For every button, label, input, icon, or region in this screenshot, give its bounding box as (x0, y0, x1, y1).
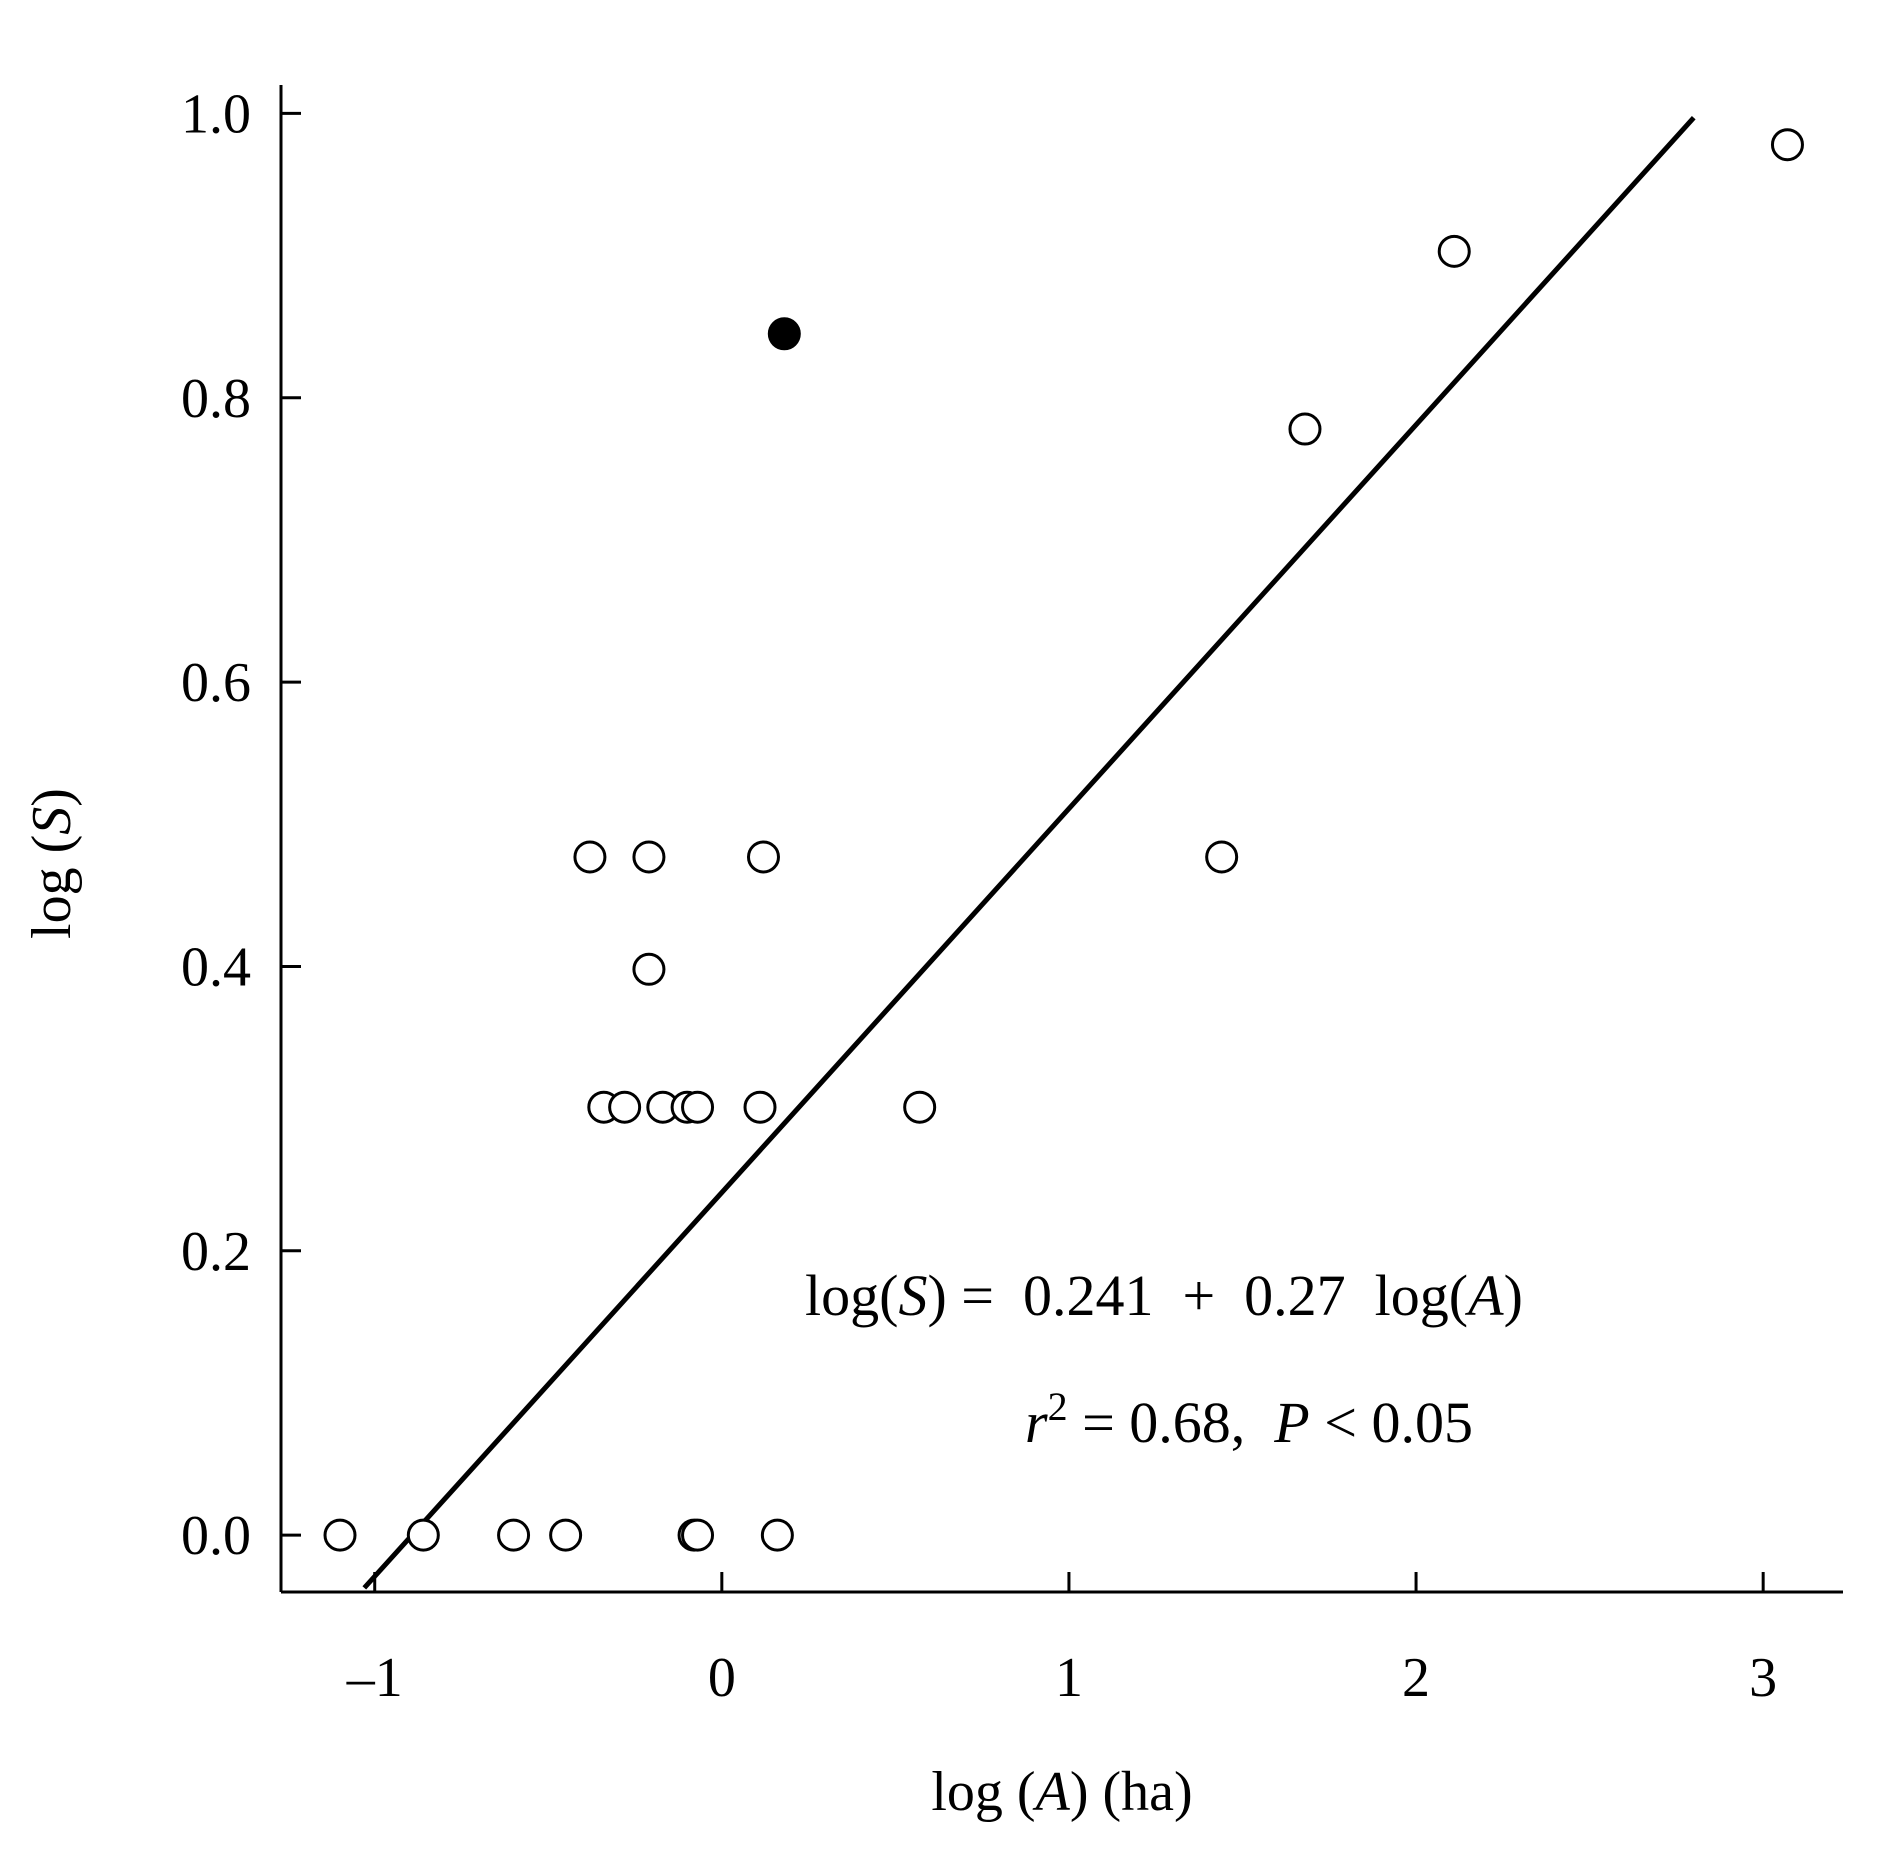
open-point (743, 1090, 777, 1124)
data-points (323, 128, 1804, 1552)
x-tick-label: 0 (708, 1647, 736, 1709)
y-tick-label: 0.2 (181, 1221, 251, 1283)
y-tick-label: 1.0 (181, 83, 251, 145)
y-tick-label: 0.4 (181, 936, 251, 998)
open-point (608, 1090, 642, 1124)
open-point (760, 1518, 794, 1552)
y-tick-label: 0.6 (181, 652, 251, 714)
open-point (1288, 412, 1322, 446)
open-point (1770, 128, 1804, 162)
fit-line-group (362, 116, 1696, 1590)
y-tick-label: 0.8 (181, 368, 251, 430)
open-point (406, 1518, 440, 1552)
open-point (323, 1518, 357, 1552)
open-point (746, 840, 780, 874)
open-point (903, 1090, 937, 1124)
x-tick-label: 2 (1402, 1647, 1430, 1709)
open-point (497, 1518, 531, 1552)
open-point (1205, 840, 1239, 874)
y-axis-label: log (S) (21, 788, 83, 939)
open-point (681, 1518, 715, 1552)
open-point (632, 952, 666, 986)
open-point (1437, 234, 1471, 268)
filled-point (767, 317, 801, 351)
open-point (549, 1518, 583, 1552)
regression-line (362, 116, 1696, 1590)
y-tick-label: 0.0 (181, 1505, 251, 1567)
regression-stats: r2 = 0.68, P < 0.05 (1025, 1384, 1473, 1456)
ticks: –1 0 1 2 3 0.0 0.2 0.4 0.6 0.8 1.0 (181, 83, 1777, 1709)
open-point (573, 840, 607, 874)
x-tick-label: –1 (346, 1647, 403, 1709)
axes (279, 85, 1843, 1594)
regression-equation: log(S) = 0.241 + 0.27 log(A) (805, 1263, 1523, 1328)
open-point (632, 840, 666, 874)
x-tick-label: 3 (1749, 1647, 1777, 1709)
open-point (681, 1090, 715, 1124)
x-axis-label: log (A) (ha) (931, 1761, 1192, 1823)
x-tick-label: 1 (1055, 1647, 1083, 1709)
